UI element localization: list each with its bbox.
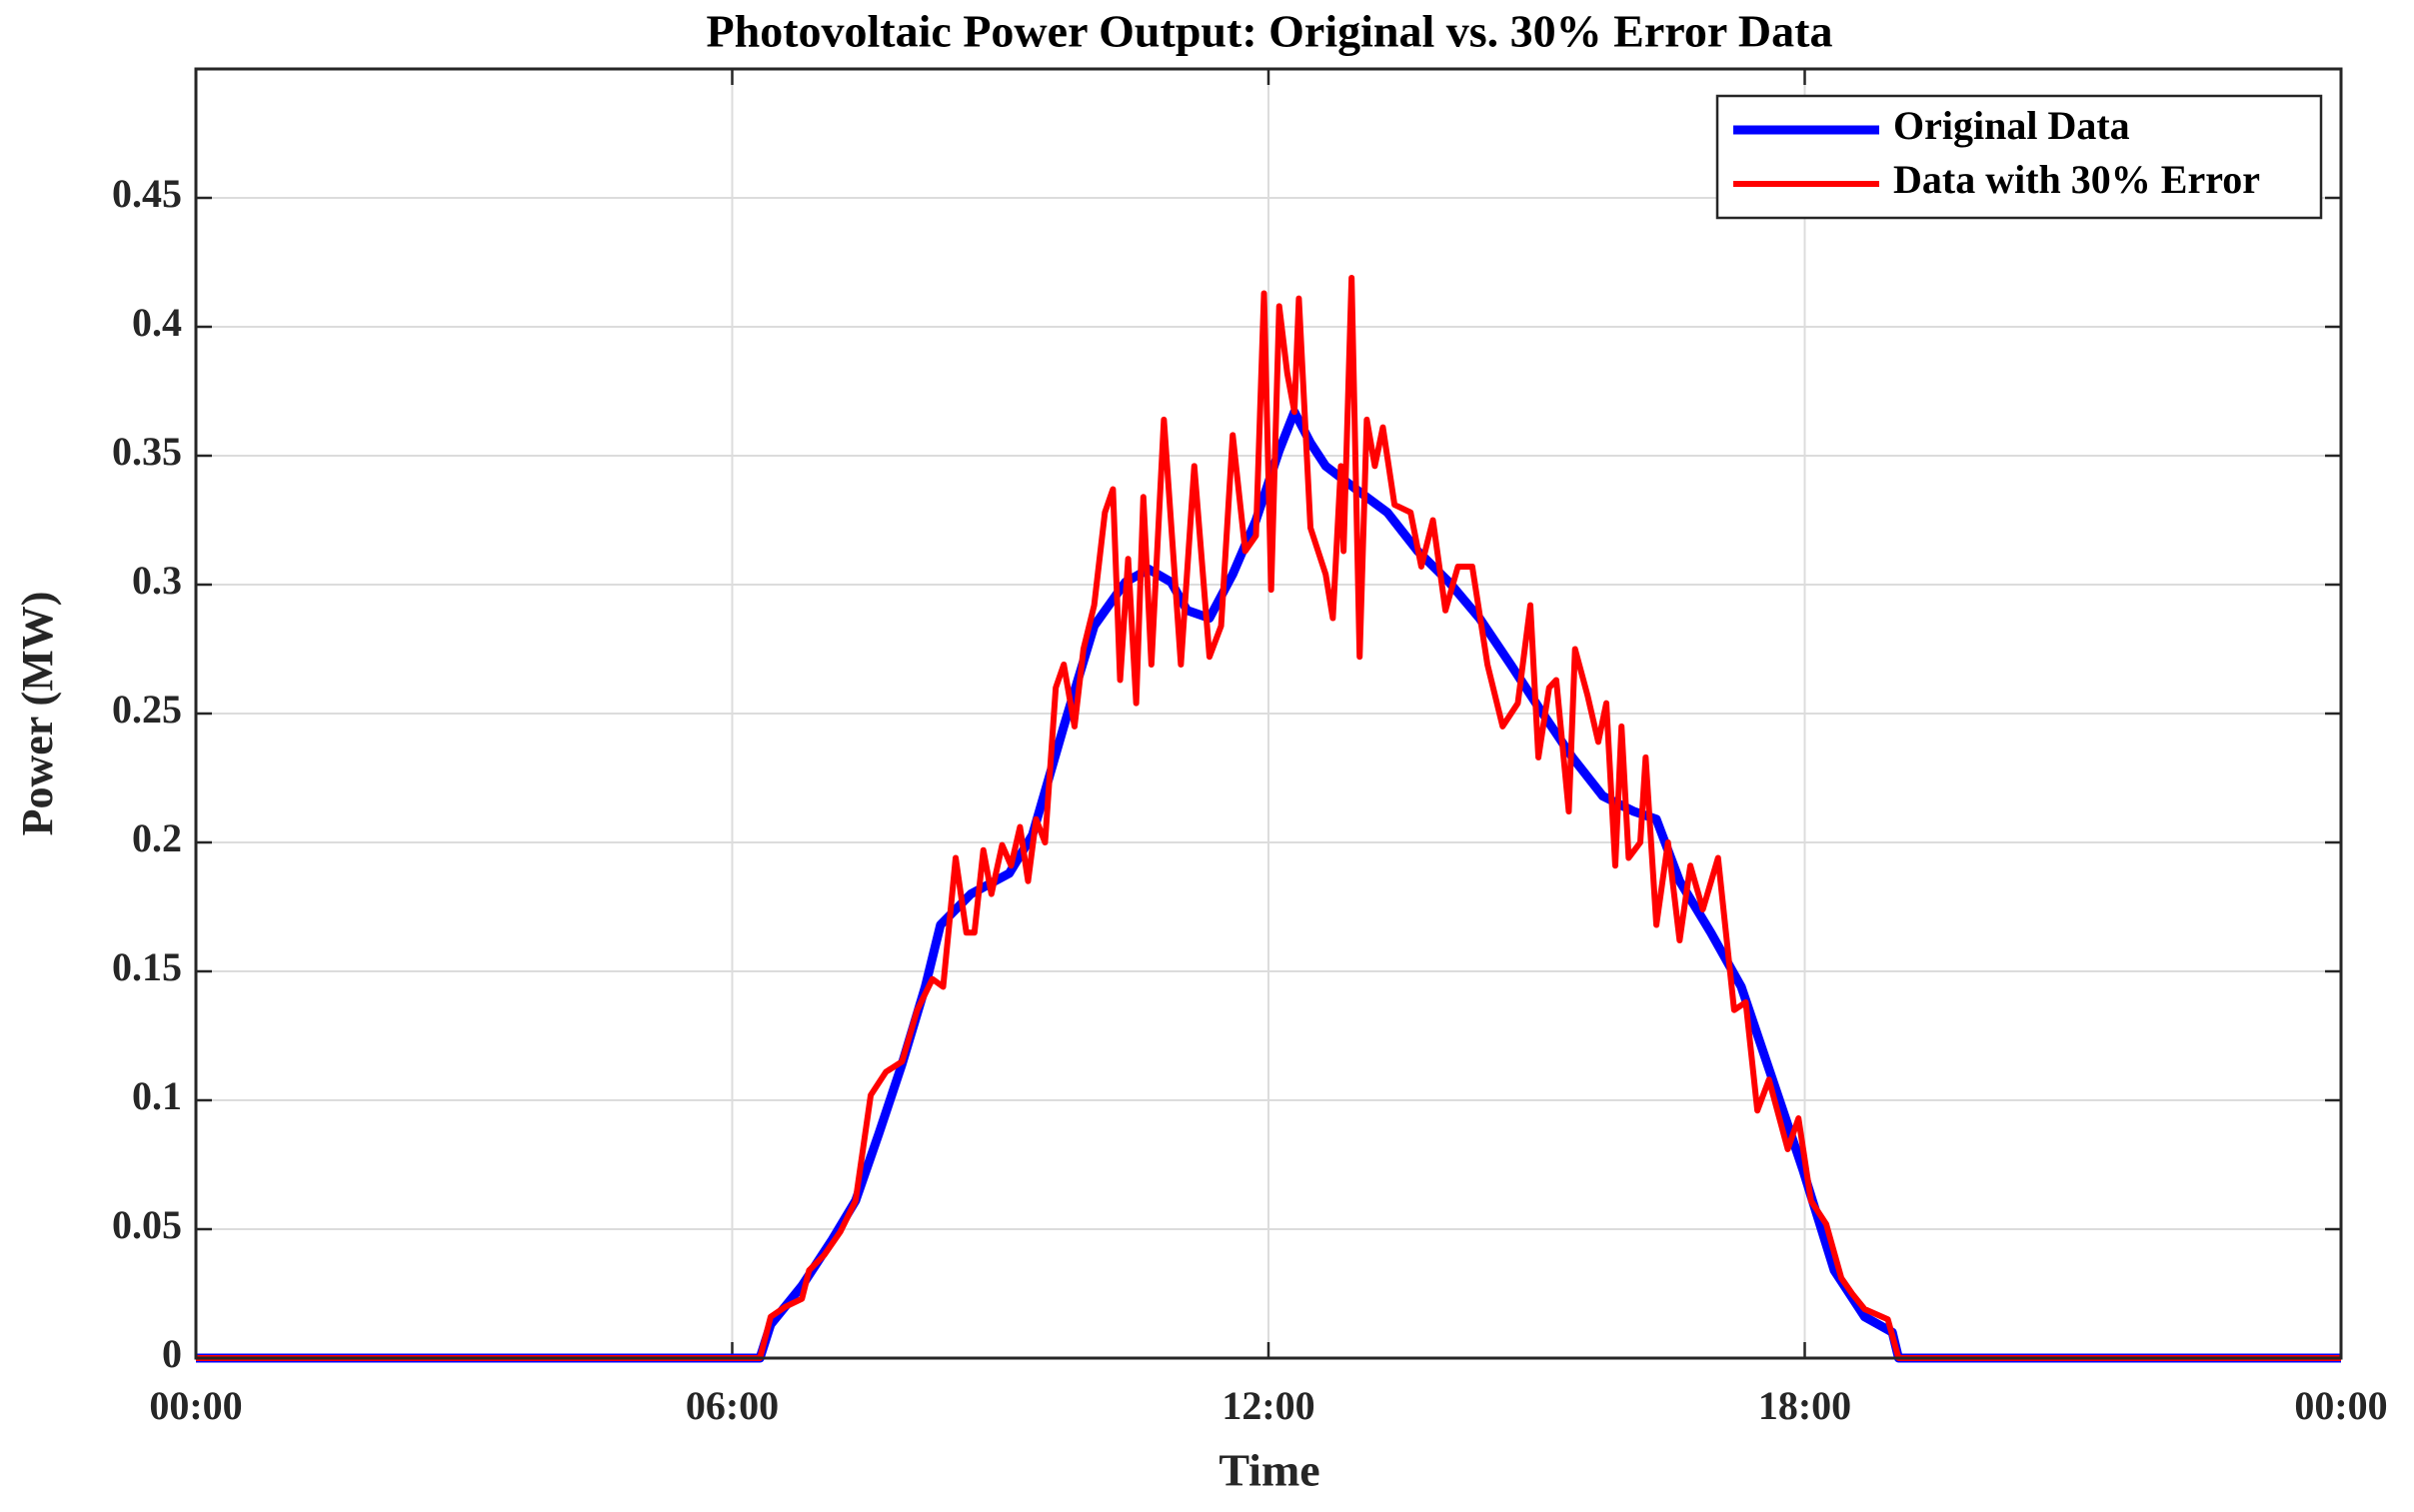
y-tick-label: 0.25 xyxy=(112,687,182,732)
x-tick-label: 12:00 xyxy=(1221,1383,1314,1428)
x-tick-label: 18:00 xyxy=(1758,1383,1851,1428)
x-tick-label: 06:00 xyxy=(686,1383,779,1428)
chart-title: Photovoltaic Power Output: Original vs. … xyxy=(707,6,1833,57)
x-tick-label: 00:00 xyxy=(149,1383,242,1428)
y-tick-label: 0.45 xyxy=(112,171,182,216)
y-tick-label: 0.15 xyxy=(112,944,182,989)
legend-label: Original Data xyxy=(1893,103,2130,148)
y-tick-label: 0.35 xyxy=(112,429,182,474)
y-tick-label: 0.2 xyxy=(132,815,182,860)
y-tick-label: 0.4 xyxy=(132,300,182,345)
y-tick-label: 0.05 xyxy=(112,1202,182,1247)
y-tick-label: 0.1 xyxy=(132,1073,182,1118)
y-axis-label: Power (MW) xyxy=(13,592,62,836)
y-tick-label: 0.3 xyxy=(132,558,182,603)
x-axis-label: Time xyxy=(1218,1445,1319,1496)
y-tick-label: 0 xyxy=(162,1331,182,1376)
data-line xyxy=(196,274,2341,1361)
legend-box xyxy=(1715,94,2323,220)
plot-frame xyxy=(194,67,2343,1360)
legend-label: Data with 30% Error xyxy=(1893,157,2260,202)
x-tick-label: 00:00 xyxy=(2294,1383,2387,1428)
